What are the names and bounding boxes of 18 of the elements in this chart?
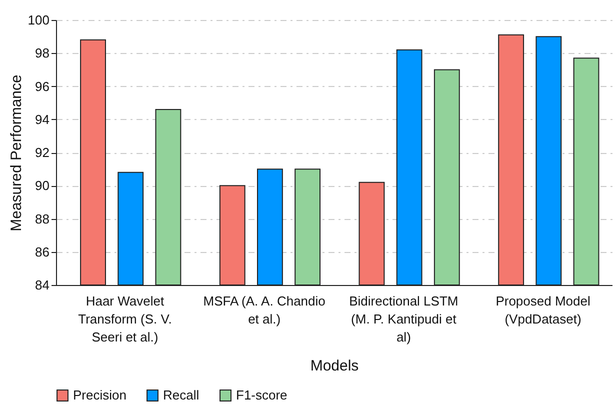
y-tick-label: 86 [35, 244, 50, 260]
legend-label: F1-score [236, 388, 288, 403]
y-tick-label: 90 [35, 178, 50, 194]
y-tick-label: 96 [35, 78, 50, 94]
y-tick-label: 84 [35, 278, 50, 292]
legend-label: Recall [163, 388, 200, 403]
y-tick-label: 98 [35, 46, 50, 61]
x-tick-label: Haar Wavelet Transform (S. V. Seeri et al.) [78, 294, 172, 344]
y-axis-title: Measured Performance [8, 74, 25, 232]
x-tick-label: MSFA (A. A. Chandio et al.) [203, 294, 326, 326]
legend-label: Precision [73, 388, 126, 403]
x-tick-label: Proposed Model (VpdDataset) [496, 294, 590, 326]
y-tick-label: 94 [35, 112, 50, 127]
x-tick-label: Bidirectional LSTM (M. P. Kantipudi et al) [349, 294, 458, 344]
y-tick-label: 100 [28, 12, 50, 28]
x-axis-title: Models [310, 358, 359, 374]
y-tick-label: 88 [35, 211, 50, 226]
y-tick-label: 92 [35, 145, 50, 160]
